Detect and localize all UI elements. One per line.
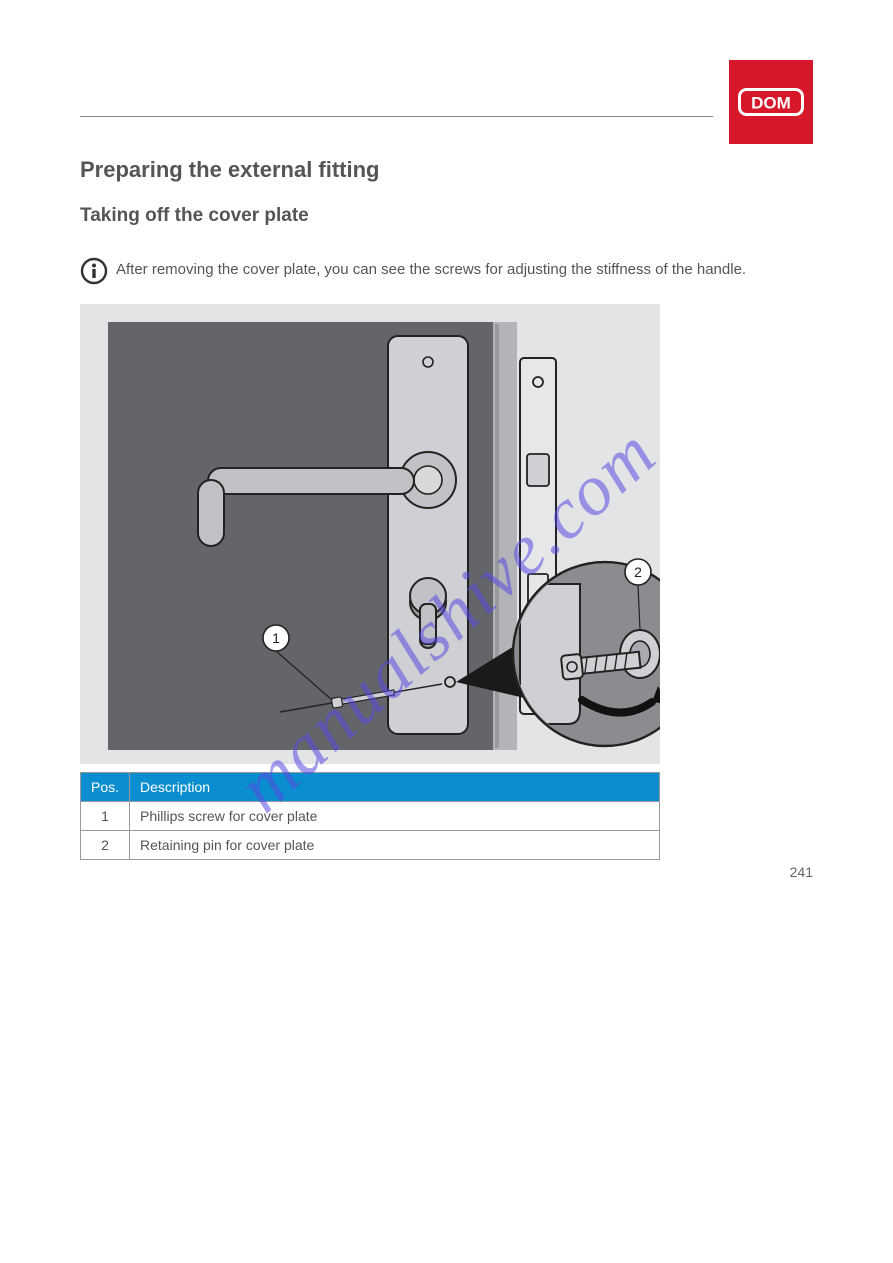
page-number: 241 [790,864,813,880]
cell-desc: Retaining pin for cover plate [130,831,660,860]
header-rule [80,116,713,117]
table-header-row: Pos. Description [81,773,660,802]
svg-text:DOM: DOM [751,94,791,113]
info-row: After removing the cover plate, you can … [80,257,813,290]
cell-desc: Phillips screw for cover plate [130,802,660,831]
svg-text:1: 1 [272,630,280,646]
cell-pos: 1 [81,802,130,831]
brand-logo: DOM [729,60,813,144]
svg-text:2: 2 [634,564,642,580]
table-row: 1 Phillips screw for cover plate [81,802,660,831]
page-header: DOM [80,60,813,144]
instruction-figure: 1 [80,304,660,764]
table-row: 2 Retaining pin for cover plate [81,831,660,860]
col-desc: Description [130,773,660,802]
col-pos: Pos. [81,773,130,802]
sub-title: Taking off the cover plate [80,205,813,227]
cell-pos: 2 [81,831,130,860]
parts-table: Pos. Description 1 Phillips screw for co… [80,772,660,860]
info-icon [80,257,116,290]
dom-logo-icon: DOM [738,88,804,116]
info-text: After removing the cover plate, you can … [116,257,746,278]
section-title: Preparing the external fitting [80,157,813,183]
